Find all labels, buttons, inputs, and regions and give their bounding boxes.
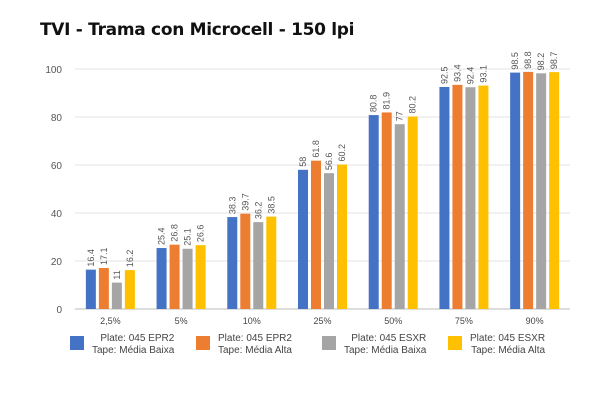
bar: [478, 85, 489, 309]
bar: [523, 71, 534, 309]
legend-item-3: Plate: 045 ESXR Tape: Média Baixa: [322, 333, 426, 357]
bar: [536, 73, 547, 309]
data-label: 80.2: [408, 96, 418, 114]
bar: [311, 160, 321, 309]
data-label: 25.1: [183, 228, 193, 246]
legend-label: Plate: 045 ESXR: [470, 333, 546, 344]
data-label: 81.9: [382, 92, 392, 110]
data-label: 17.1: [99, 247, 109, 265]
y-tick-label: 20: [51, 257, 63, 268]
legend-label: Tape: Média Baixa: [92, 345, 175, 356]
bar: [394, 124, 405, 309]
bar: [368, 115, 379, 309]
y-tick-label: 80: [51, 113, 63, 124]
y-tick-label: 60: [51, 161, 63, 172]
data-label: 61.8: [311, 140, 321, 158]
y-tick-label: 100: [45, 65, 62, 76]
data-label: 93.1: [478, 65, 488, 83]
data-label: 58: [298, 157, 308, 167]
bar: [156, 248, 167, 309]
data-label: 92.5: [439, 66, 449, 84]
data-label: 26.6: [196, 225, 206, 243]
data-label: 26.8: [170, 224, 180, 242]
x-tick-label: 75%: [455, 316, 473, 326]
bar: [85, 269, 96, 309]
data-label: 38.3: [227, 197, 237, 215]
legend-label: Plate: 045 EPR2: [218, 333, 292, 344]
data-label: 92.4: [465, 67, 475, 85]
bar: [240, 213, 251, 309]
bar: [452, 84, 463, 309]
data-label: 16.2: [125, 250, 135, 268]
bar: [407, 116, 418, 310]
data-label: 39.7: [240, 193, 250, 211]
data-label: 77: [395, 111, 405, 121]
data-label: 56.6: [324, 153, 334, 171]
bar: [324, 173, 334, 309]
data-label: 60.2: [337, 144, 347, 162]
bar: [195, 245, 206, 309]
legend-swatch: [70, 336, 84, 350]
bar: [98, 267, 109, 309]
data-label: 11: [112, 270, 122, 279]
y-tick-label: 40: [51, 209, 63, 220]
data-label: 36.2: [253, 202, 263, 220]
bar: [337, 164, 347, 309]
data-label: 98.5: [510, 52, 520, 70]
y-tick-label: 0: [56, 305, 62, 316]
legend-item-4: Plate: 045 ESXR Tape: Média Alta: [448, 333, 545, 357]
bar: [124, 270, 135, 309]
bar: [227, 217, 238, 309]
legend-item-2: Plate: 045 EPR2 Tape: Média Alta: [196, 333, 292, 357]
legend-label: Tape: Média Alta: [471, 345, 546, 356]
legend-label: Tape: Média Baixa: [344, 345, 427, 356]
bar: [549, 72, 560, 310]
legend-item-1: Plate: 045 EPR2 Tape: Média Baixa: [70, 333, 174, 357]
legend-label: Plate: 045 EPR2: [100, 333, 175, 344]
data-label: 93.4: [452, 64, 462, 82]
data-label: 98.7: [549, 52, 559, 70]
legend-label: Plate: 045 ESXR: [351, 333, 427, 344]
x-tick-label: 25%: [313, 316, 331, 326]
bar: [510, 72, 521, 309]
x-tick-label: 50%: [384, 316, 402, 326]
data-label: 80.8: [369, 95, 379, 113]
legend-label: Tape: Média Alta: [218, 345, 292, 356]
x-tick-label: 90%: [526, 316, 544, 326]
legend-swatch: [448, 336, 462, 350]
data-label: 98.8: [523, 51, 533, 69]
data-label: 98.2: [536, 53, 546, 71]
x-tick-label: 10%: [243, 316, 261, 326]
bar: [182, 248, 193, 309]
data-label: 16.4: [86, 249, 96, 267]
bar: [439, 87, 450, 309]
bar: [169, 244, 180, 309]
bar: [381, 112, 392, 309]
legend-swatch: [196, 336, 210, 350]
bar: [266, 216, 277, 309]
chart-title: TVI - Trama con Microcell - 150 lpi: [40, 20, 355, 40]
bar: [298, 169, 308, 309]
bar: [465, 87, 476, 310]
x-tick-label: 5%: [175, 316, 188, 326]
bar: [253, 222, 264, 309]
bar: [111, 282, 122, 309]
legend-swatch: [322, 336, 336, 350]
x-tick-label: 2,5%: [100, 316, 121, 326]
data-label: 38.5: [266, 196, 276, 214]
data-label: 25.4: [157, 228, 167, 246]
